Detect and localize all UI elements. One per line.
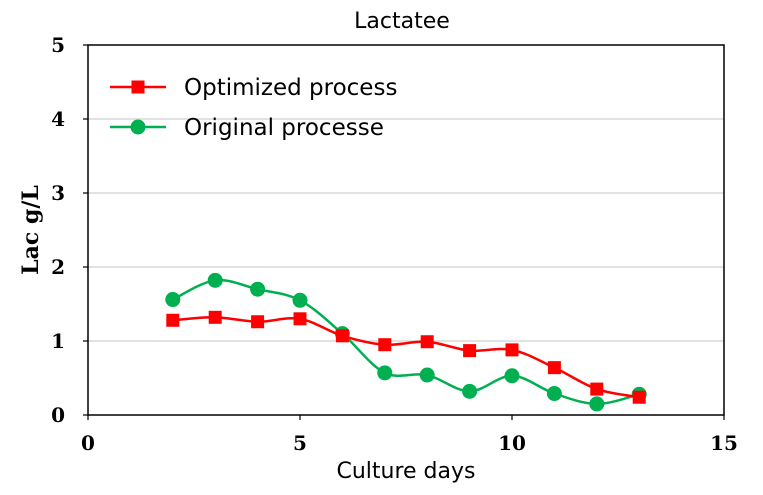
data-point-optimized-process-day-9 xyxy=(463,344,477,358)
chart-title: Lactatee xyxy=(354,9,450,34)
data-point-optimized-process-day-7 xyxy=(378,338,392,352)
data-point-original-processe-day-9 xyxy=(462,383,478,399)
y-tick-label-0: 0 xyxy=(51,403,65,427)
y-tick-label-4: 4 xyxy=(51,107,65,131)
data-point-original-processe-day-7 xyxy=(377,365,393,381)
data-point-optimized-process-day-11 xyxy=(547,361,561,375)
data-point-original-processe-day-8 xyxy=(419,367,435,383)
y-axis-label: Lac g/L xyxy=(18,185,44,275)
series-line-optimized-process xyxy=(172,316,640,399)
series-optimized-process xyxy=(166,310,646,404)
data-point-optimized-process-day-10 xyxy=(505,343,519,357)
y-tick-label-3: 3 xyxy=(51,181,65,205)
y-tick-label-1: 1 xyxy=(51,329,65,353)
grid-lines xyxy=(88,118,724,342)
legend-item-original-processe: Original processe xyxy=(110,115,384,141)
data-point-optimized-process-day-4 xyxy=(251,315,265,329)
data-point-optimized-process-day-13 xyxy=(632,390,646,404)
data-point-optimized-process-day-2 xyxy=(166,313,180,327)
data-point-optimized-process-day-3 xyxy=(208,310,222,324)
plot-area-frame xyxy=(87,44,725,416)
data-point-optimized-process-day-12 xyxy=(590,382,604,396)
series-group xyxy=(165,272,647,412)
x-tick-label-10: 10 xyxy=(498,431,526,455)
y-tick-label-2: 2 xyxy=(51,255,65,279)
data-point-optimized-process-day-6 xyxy=(335,329,349,343)
legend-label-original-processe: Original processe xyxy=(184,115,384,141)
data-point-original-processe-day-3 xyxy=(207,272,223,288)
legend-label-optimized-process: Optimized process xyxy=(184,75,397,101)
data-point-original-processe-day-12 xyxy=(589,396,605,412)
y-axis-ticks: 0 1 2 3 4 5 xyxy=(51,33,88,427)
data-point-original-processe-day-10 xyxy=(504,368,520,384)
x-axis-ticks: 0 5 10 15 xyxy=(81,415,738,455)
data-point-original-processe-day-2 xyxy=(165,292,181,308)
legend: Optimized process Original processe xyxy=(110,75,397,141)
x-tick-label-5: 5 xyxy=(293,431,307,455)
x-tick-label-0: 0 xyxy=(81,431,95,455)
data-point-original-processe-day-4 xyxy=(250,281,266,297)
data-point-original-processe-day-5 xyxy=(292,292,308,308)
x-tick-label-15: 15 xyxy=(710,431,738,455)
legend-marker-original-processe xyxy=(130,119,146,135)
data-point-optimized-process-day-5 xyxy=(293,312,307,326)
data-point-optimized-process-day-8 xyxy=(420,335,434,349)
data-point-original-processe-day-11 xyxy=(546,386,562,402)
legend-marker-optimized-process xyxy=(131,80,145,94)
x-axis-label: Culture days xyxy=(336,459,475,484)
legend-item-optimized-process: Optimized process xyxy=(110,75,397,101)
y-tick-label-5: 5 xyxy=(51,33,65,57)
